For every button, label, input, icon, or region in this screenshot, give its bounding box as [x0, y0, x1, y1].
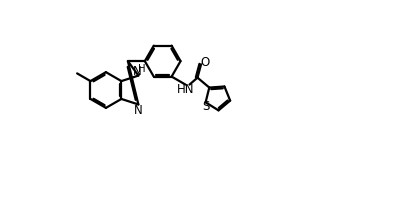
- Text: N: N: [134, 103, 142, 116]
- Text: N: N: [132, 65, 141, 78]
- Text: O: O: [200, 56, 209, 69]
- Text: HN: HN: [176, 83, 194, 96]
- Text: H: H: [138, 64, 145, 74]
- Text: S: S: [201, 100, 209, 113]
